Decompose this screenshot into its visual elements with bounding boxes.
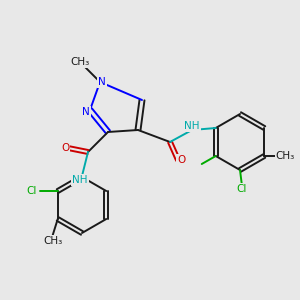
Text: O: O bbox=[61, 143, 69, 153]
Text: NH: NH bbox=[72, 175, 88, 185]
Text: CH₃: CH₃ bbox=[70, 57, 90, 67]
Text: NH: NH bbox=[184, 121, 200, 131]
Text: Cl: Cl bbox=[237, 184, 247, 194]
Text: O: O bbox=[177, 155, 185, 165]
Text: CH₃: CH₃ bbox=[276, 151, 295, 161]
Text: CH₃: CH₃ bbox=[43, 236, 62, 246]
Text: Cl: Cl bbox=[27, 186, 37, 196]
Text: N: N bbox=[98, 77, 106, 87]
Text: N: N bbox=[82, 107, 90, 117]
